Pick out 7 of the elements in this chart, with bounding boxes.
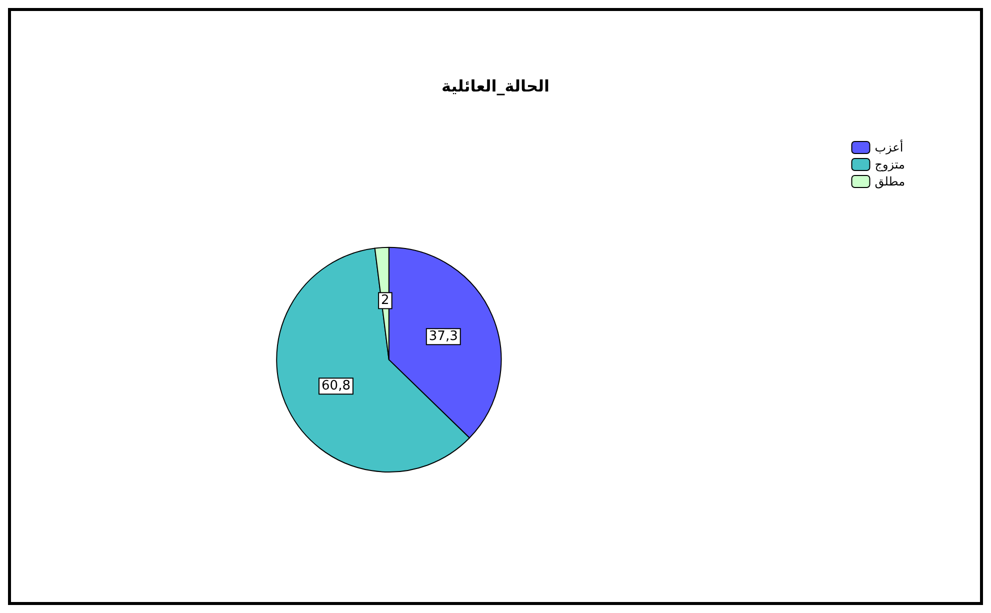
data-label: 2 xyxy=(381,293,390,308)
legend-label: متزوج xyxy=(874,158,905,172)
legend-label: أعزب xyxy=(874,140,904,154)
legend-label: مطلق xyxy=(874,174,906,188)
data-label: 60,8 xyxy=(322,378,350,394)
chart-title: الحالة_العائلية xyxy=(441,76,550,96)
data-label: 37,3 xyxy=(428,329,458,344)
